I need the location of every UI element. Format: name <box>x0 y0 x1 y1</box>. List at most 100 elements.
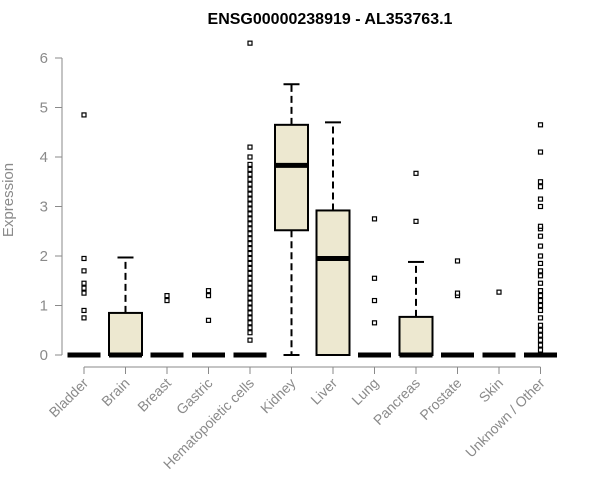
box-hematopoietic-cells <box>233 40 267 358</box>
outlier-point <box>247 241 253 247</box>
outlier-point <box>247 260 253 267</box>
outlier-point <box>454 258 461 264</box>
outlier-point <box>247 315 253 321</box>
outlier-point <box>247 295 253 301</box>
outlier-point <box>537 273 544 279</box>
outlier-point <box>537 223 544 229</box>
outlier-point <box>247 325 253 331</box>
box-unknown-other <box>524 122 557 358</box>
box-prostate <box>441 258 474 358</box>
box-skin <box>482 289 516 358</box>
outlier-point <box>81 268 87 274</box>
outlier-point <box>371 275 378 281</box>
outlier-point <box>247 211 253 217</box>
outlier-point <box>247 171 253 177</box>
box-body <box>315 209 351 356</box>
outlier-point <box>81 290 87 296</box>
y-axis-label: Expression <box>0 163 17 237</box>
outlier-point <box>247 270 253 276</box>
outlier-point <box>247 226 253 232</box>
outlier-point <box>413 218 419 224</box>
outlier-point <box>164 293 170 299</box>
outlier-point <box>247 181 253 187</box>
outlier-point <box>537 347 544 353</box>
outlier-point <box>537 280 544 286</box>
outlier-point <box>247 275 253 281</box>
outlier-point <box>537 307 544 314</box>
outlier-point <box>81 307 87 314</box>
outlier-point <box>205 293 212 299</box>
outlier-point <box>537 149 544 155</box>
outlier-point <box>247 176 253 182</box>
box-kidney <box>274 83 309 356</box>
outlier-point <box>247 330 253 336</box>
outlier-point <box>164 297 170 304</box>
outlier-point <box>247 265 253 271</box>
outlier-point <box>537 233 544 239</box>
outlier-point <box>247 231 253 237</box>
outlier-point <box>81 285 87 291</box>
y-tick-label: 1 <box>40 298 48 315</box>
box-breast <box>150 293 184 358</box>
outlier-point <box>537 337 544 343</box>
outlier-point <box>537 196 544 202</box>
outlier-point <box>247 300 253 306</box>
outlier-point <box>81 280 87 286</box>
outlier-point <box>247 320 253 326</box>
boxes <box>67 40 557 358</box>
outlier-point <box>537 243 544 249</box>
outlier-point <box>454 290 461 296</box>
outlier-point <box>247 236 253 242</box>
outlier-point <box>247 186 253 192</box>
outlier-point <box>413 170 419 176</box>
outlier-point <box>81 315 87 321</box>
outlier-point <box>247 216 253 222</box>
outlier-point <box>247 154 253 160</box>
outlier-point <box>537 327 544 333</box>
x-tick-label: Prostate <box>416 375 464 423</box>
x-tick-label: Skin <box>476 375 507 406</box>
x-tick-label: Unknown / Other <box>462 375 548 461</box>
y-tick-label: 2 <box>40 248 48 265</box>
outlier-point <box>247 337 253 343</box>
outlier-point <box>537 293 544 299</box>
outlier-point <box>247 280 253 286</box>
box-liver <box>315 121 351 356</box>
outlier-point <box>247 201 253 207</box>
x-tick-label: Kidney <box>257 375 299 417</box>
x-tick-label: Lung <box>348 375 381 408</box>
x-tick-label: Liver <box>307 375 340 408</box>
outlier-point <box>81 255 87 262</box>
outlier-point <box>205 317 212 323</box>
outlier-point <box>537 322 544 328</box>
y-tick-label: 0 <box>40 347 48 364</box>
outlier-point <box>537 297 544 304</box>
y-tick-label: 6 <box>40 50 48 67</box>
outlier-point <box>537 332 544 338</box>
outlier-point <box>247 221 253 227</box>
box-body <box>398 315 434 357</box>
y-tick-label: 5 <box>40 100 48 117</box>
y-tick-label: 4 <box>40 149 48 166</box>
outlier-point <box>371 216 378 222</box>
outlier-point <box>247 290 253 296</box>
outlier-point <box>247 206 253 212</box>
box-lung <box>358 216 391 358</box>
box-gastric <box>192 288 225 358</box>
outlier-point <box>537 288 544 294</box>
outlier-point <box>247 196 253 202</box>
outlier-point <box>537 260 544 267</box>
outlier-point <box>247 40 253 46</box>
outlier-point <box>537 203 544 210</box>
box-pancreas <box>398 170 434 358</box>
box-bladder <box>67 112 101 358</box>
outlier-point <box>537 179 544 185</box>
outlier-point <box>537 315 544 321</box>
outlier-point <box>537 302 544 309</box>
box-body <box>108 311 143 356</box>
outlier-point <box>537 184 544 190</box>
outlier-point <box>247 144 253 150</box>
outlier-point <box>537 122 544 128</box>
